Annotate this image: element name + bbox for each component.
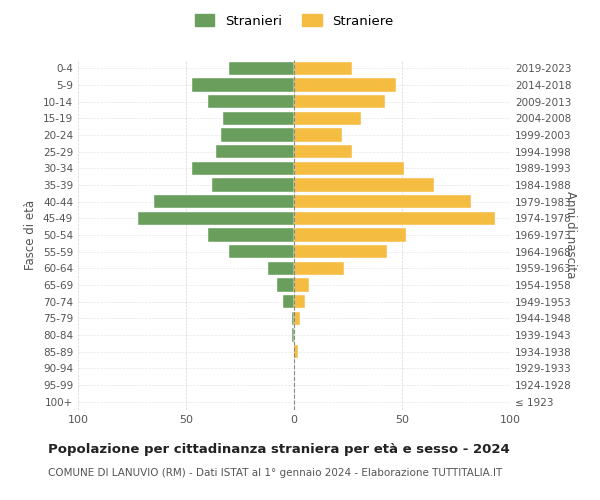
Bar: [294, 262, 344, 275]
Bar: [294, 78, 395, 92]
Y-axis label: Fasce di età: Fasce di età: [25, 200, 37, 270]
Bar: [223, 112, 294, 125]
Bar: [193, 162, 294, 175]
Legend: Stranieri, Straniere: Stranieri, Straniere: [190, 9, 398, 33]
Y-axis label: Anni di nascita: Anni di nascita: [564, 192, 577, 278]
Bar: [294, 212, 495, 225]
Bar: [229, 62, 294, 75]
Bar: [229, 245, 294, 258]
Bar: [283, 295, 294, 308]
Bar: [208, 95, 294, 108]
Bar: [294, 178, 434, 192]
Bar: [154, 195, 294, 208]
Bar: [268, 262, 294, 275]
Bar: [208, 228, 294, 241]
Bar: [292, 312, 294, 325]
Bar: [294, 95, 385, 108]
Bar: [221, 128, 294, 141]
Bar: [193, 78, 294, 92]
Bar: [294, 195, 471, 208]
Bar: [277, 278, 294, 291]
Bar: [294, 62, 352, 75]
Bar: [294, 145, 352, 158]
Bar: [294, 278, 309, 291]
Bar: [139, 212, 294, 225]
Bar: [294, 312, 301, 325]
Bar: [294, 112, 361, 125]
Bar: [294, 128, 341, 141]
Bar: [292, 328, 294, 342]
Text: Popolazione per cittadinanza straniera per età e sesso - 2024: Popolazione per cittadinanza straniera p…: [48, 442, 510, 456]
Bar: [216, 145, 294, 158]
Bar: [294, 295, 305, 308]
Bar: [294, 345, 298, 358]
Bar: [294, 162, 404, 175]
Bar: [294, 245, 387, 258]
Text: COMUNE DI LANUVIO (RM) - Dati ISTAT al 1° gennaio 2024 - Elaborazione TUTTITALIA: COMUNE DI LANUVIO (RM) - Dati ISTAT al 1…: [48, 468, 502, 477]
Bar: [294, 228, 406, 241]
Bar: [212, 178, 294, 192]
